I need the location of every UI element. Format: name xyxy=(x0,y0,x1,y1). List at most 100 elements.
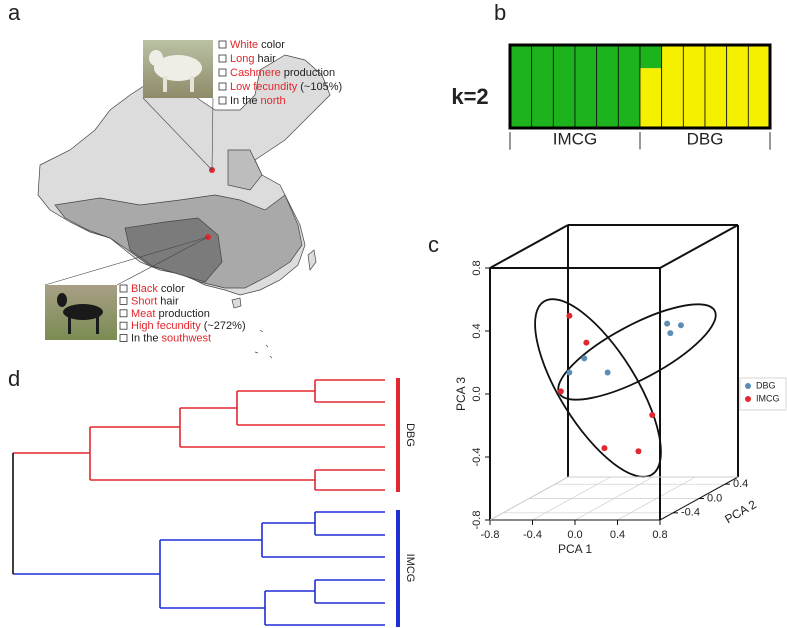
x-tick-label: -0.4 xyxy=(523,529,542,541)
structure-bar xyxy=(640,45,662,69)
trait-part: hair xyxy=(160,295,179,307)
checkbox xyxy=(119,309,128,318)
china-map xyxy=(37,54,331,359)
trait: Cashmere production xyxy=(230,67,335,79)
structure-bar xyxy=(553,45,575,128)
trait: Meat production xyxy=(131,308,210,320)
trait-part: color xyxy=(261,39,285,51)
panel-label: a xyxy=(8,0,21,25)
legend-marker xyxy=(745,383,751,389)
checkbox xyxy=(119,334,128,343)
z-axis-title: PCA 3 xyxy=(454,377,468,411)
checkbox xyxy=(218,96,227,105)
z-tick-label: 0.0 xyxy=(471,386,483,401)
structure-bar xyxy=(596,45,619,128)
checkbox xyxy=(119,284,128,293)
checkbox xyxy=(119,296,128,305)
structure-bar xyxy=(705,45,727,128)
group-label: DBG xyxy=(404,423,416,447)
legend-box xyxy=(739,377,787,411)
pca-point xyxy=(667,330,674,337)
panel-label: c xyxy=(428,232,439,257)
structure-bar xyxy=(748,45,770,128)
group-label: IMCG xyxy=(553,129,597,148)
structure-bar xyxy=(510,45,532,128)
trait-part: (~105%) xyxy=(300,81,342,93)
trait: White color xyxy=(230,39,285,51)
checkbox xyxy=(119,321,128,330)
pca-point xyxy=(664,320,671,327)
pca-ellipses xyxy=(534,298,717,478)
structure-bar xyxy=(726,45,749,128)
z-tick-label: 0.4 xyxy=(471,323,483,338)
goat-photo xyxy=(143,40,213,98)
pca-point xyxy=(649,412,656,419)
dendrogram xyxy=(12,378,400,627)
structure-bar xyxy=(618,45,640,128)
group-label: DBG xyxy=(687,129,724,148)
legend-label: DBG xyxy=(756,380,776,390)
x-tick-label: -0.8 xyxy=(481,529,500,541)
trait-part: production xyxy=(158,308,209,320)
structure-bar xyxy=(575,45,597,128)
trait: In the north xyxy=(230,95,286,107)
structure-bar xyxy=(683,45,705,128)
pca-point xyxy=(557,388,564,395)
panel-label: d xyxy=(8,366,20,391)
checkbox xyxy=(218,68,227,77)
legend-marker xyxy=(745,396,751,402)
checkbox xyxy=(218,82,227,91)
checkbox xyxy=(218,54,227,63)
trait-part: High fecundity xyxy=(131,320,201,332)
goat-photo xyxy=(45,285,117,340)
pca-point xyxy=(583,339,590,346)
group-label: IMCG xyxy=(404,554,416,583)
trait-part: In the xyxy=(230,95,258,107)
trait: In the southwest xyxy=(131,333,211,345)
structure-bar xyxy=(640,68,662,128)
panel-label: b xyxy=(494,0,506,25)
trait: Low fecundity (~105%) xyxy=(230,81,342,93)
trait-part: Black xyxy=(131,283,158,295)
pca-point xyxy=(601,445,608,452)
trait-part: In the xyxy=(131,333,159,345)
trait: High fecundity (~272%) xyxy=(131,320,246,332)
trait-part: production xyxy=(284,67,335,79)
trait-part: Long xyxy=(230,53,254,65)
trait-part: hair xyxy=(257,53,276,65)
pca-point xyxy=(604,369,611,376)
y-axis-title: PCA 2 xyxy=(722,497,759,526)
trait-part: Meat xyxy=(131,308,155,320)
trait-part: White xyxy=(230,39,258,51)
legend-label: IMCG xyxy=(756,393,780,403)
axis-line xyxy=(489,476,569,521)
z-tick-label: 0.8 xyxy=(471,260,483,275)
structure-frame xyxy=(508,43,772,130)
y-tick-label: 0.4 xyxy=(733,478,748,490)
z-tick-label: -0.8 xyxy=(471,511,483,530)
pca-point xyxy=(566,369,573,376)
trait-part: color xyxy=(161,283,185,295)
trait-part: north xyxy=(261,95,286,107)
trait-part: Cashmere xyxy=(230,67,281,79)
x-tick-label: 0.4 xyxy=(610,529,625,541)
trait-part: Short xyxy=(131,295,157,307)
trait: Long hair xyxy=(230,53,276,65)
x-tick-label: 0.0 xyxy=(567,529,582,541)
box-edge xyxy=(489,224,569,269)
pca-point xyxy=(566,312,573,319)
x-tick-label: 0.8 xyxy=(652,529,667,541)
pca-point xyxy=(677,322,684,329)
pca-point xyxy=(581,355,588,362)
checkbox xyxy=(218,40,227,49)
pca-point xyxy=(635,448,642,455)
trait: Short hair xyxy=(131,295,179,307)
y-tick-label: 0.0 xyxy=(707,492,722,504)
trait: Black color xyxy=(131,283,185,295)
k-label: k=2 xyxy=(451,84,488,109)
trait-part: Low fecundity xyxy=(230,81,298,93)
structure-bar xyxy=(661,45,684,128)
trait-part: southwest xyxy=(162,333,212,345)
y-tick-label: -0.4 xyxy=(681,507,700,519)
